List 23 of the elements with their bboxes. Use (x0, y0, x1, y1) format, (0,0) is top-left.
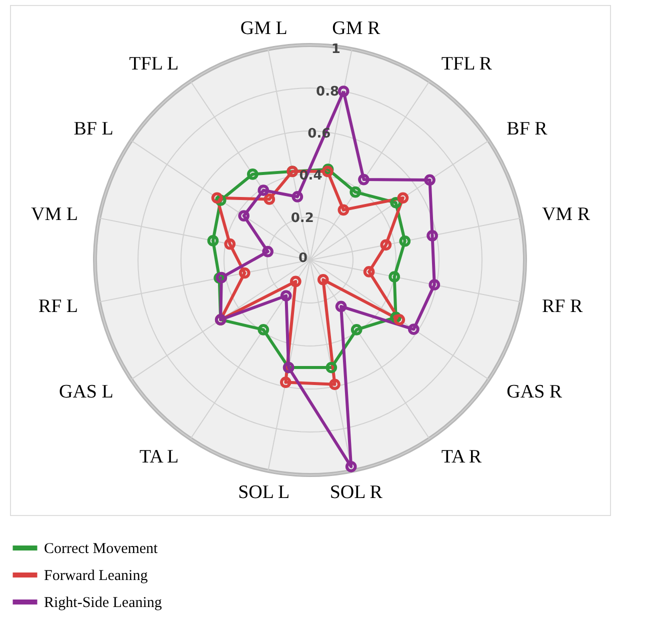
spoke-label: SOL L (238, 482, 290, 503)
y-tick-label: 0.2 (290, 210, 314, 226)
spoke-label: SOL R (330, 482, 383, 503)
legend-label: Forward Leaning (44, 568, 148, 584)
spoke-label: TA L (139, 446, 179, 468)
y-tick-label: 0.8 (316, 84, 340, 100)
spoke-label: GM R (332, 18, 380, 40)
spoke-label: BF L (74, 118, 114, 140)
y-tick-label: 0 (298, 251, 308, 266)
spoke-label: TFL L (129, 53, 179, 74)
y-tick-label: 1 (331, 42, 340, 58)
spoke-label: RF R (542, 296, 583, 318)
spoke-label: RF L (38, 296, 78, 318)
legend-label: Right-Side Leaning (44, 595, 162, 611)
spoke-label: VM R (542, 204, 590, 225)
spoke-label: GAS R (506, 381, 562, 402)
spoke-label: GAS L (58, 381, 114, 402)
spoke-label: VM L (31, 204, 78, 225)
legend-label: Correct Movement (44, 541, 159, 557)
spoke-label: TFL R (441, 53, 492, 74)
spoke-label: TA R (441, 446, 482, 468)
spoke-label: GM L (240, 18, 288, 40)
spoke-label: BF R (506, 118, 548, 140)
